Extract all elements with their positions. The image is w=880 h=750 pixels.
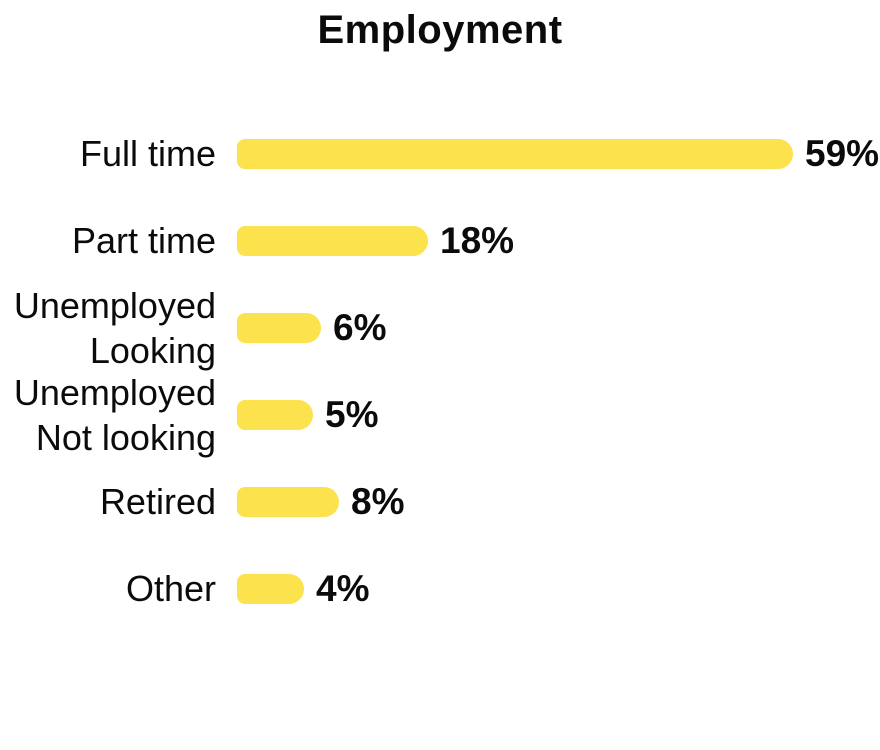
bar-other	[237, 573, 304, 604]
category-label: Other	[125, 568, 216, 609]
value-label: 59%	[805, 132, 880, 174]
category-label: Unemployed Looking	[13, 284, 216, 371]
bar-row-part-time: Part time 18%	[0, 197, 880, 284]
value-label: 6%	[333, 306, 387, 348]
category-label: Full time	[79, 133, 216, 174]
value-label: 5%	[325, 393, 379, 435]
bar-row-retired: Retired 8%	[0, 458, 880, 545]
value-label: 18%	[440, 219, 515, 261]
bar-unemployed-looking	[237, 312, 321, 343]
category-label: Unemployed Not looking	[13, 371, 216, 458]
chart-title: Employment	[317, 8, 563, 52]
bar-full-time	[237, 138, 793, 169]
bar-retired	[237, 486, 339, 517]
bar-row-other: Other 4%	[0, 545, 880, 632]
category-label: Part time	[71, 220, 216, 261]
value-label: 8%	[351, 480, 405, 522]
category-label: Retired	[99, 481, 216, 522]
bar-row-full-time: Full time 59%	[0, 110, 880, 197]
bar-row-unemployed-not-looking: Unemployed Not looking 5%	[0, 371, 880, 458]
bar-row-unemployed-looking: Unemployed Looking 6%	[0, 284, 880, 371]
bar-part-time	[237, 225, 428, 256]
bar-unemployed-not-looking	[237, 399, 313, 430]
value-label: 4%	[316, 567, 370, 609]
